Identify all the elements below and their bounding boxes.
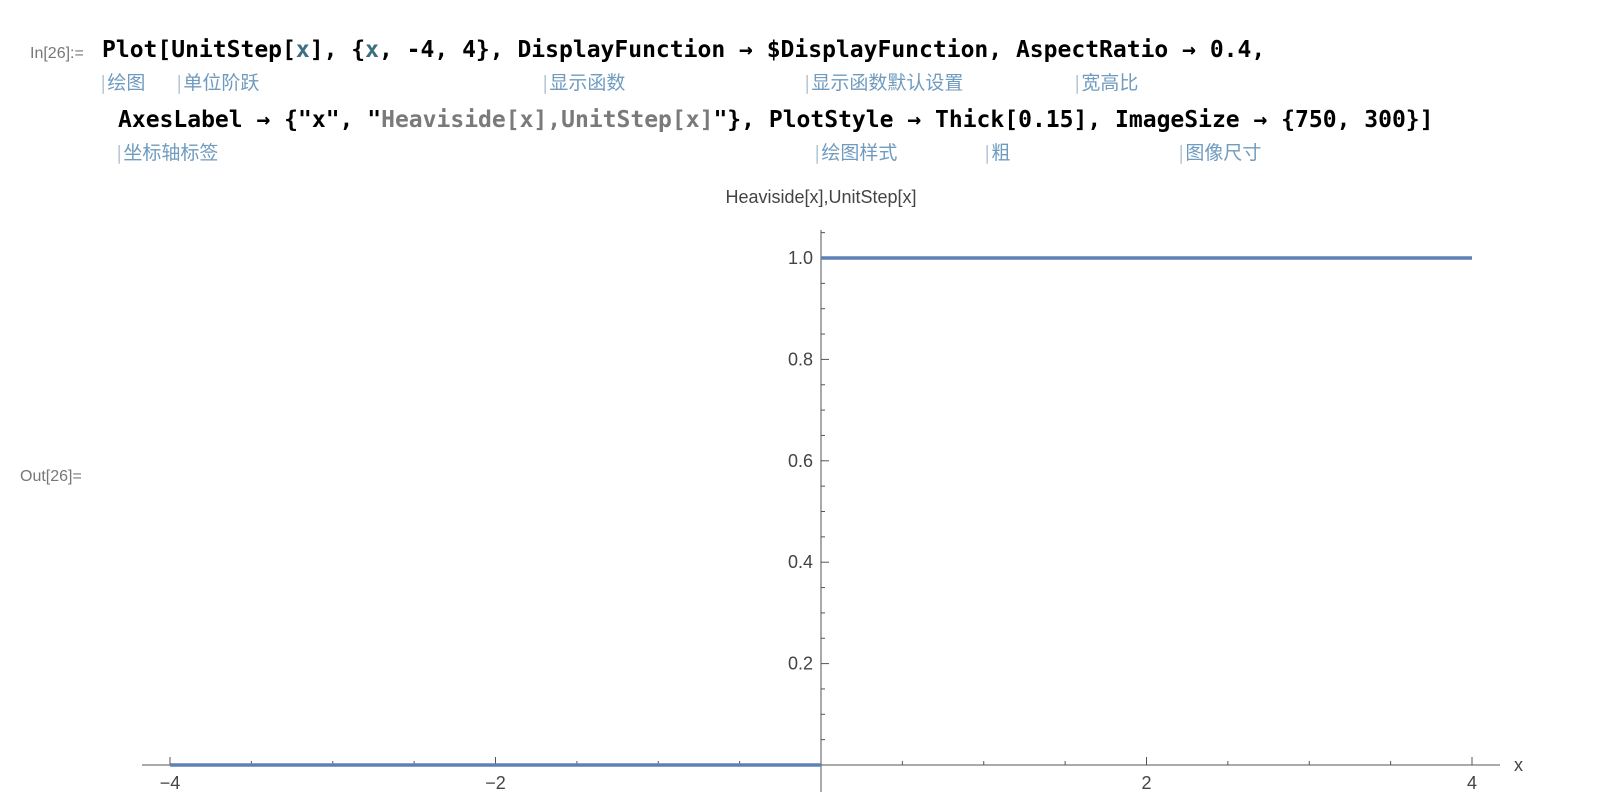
annotation-axeslabel: |坐标轴标签 — [116, 142, 219, 164]
annotation-unitstep: |单位阶跃 — [176, 72, 260, 94]
code-line-2-token-0: AxesLabel → {"x", " — [118, 107, 382, 133]
code-line-2-token-1: Heaviside[x],UnitStep[x] — [381, 107, 714, 133]
y-tick-label: 0.4 — [788, 552, 813, 572]
annotation-aspectratio: |宽高比 — [1074, 72, 1139, 94]
x-tick-label: 4 — [1467, 773, 1477, 793]
x-axis-label: x — [1514, 755, 1523, 775]
input-code-line-2[interactable]: AxesLabel → {"x", "Heaviside[x],UnitStep… — [118, 107, 1434, 133]
code-line-1-token-1: x — [295, 37, 310, 63]
y-tick-label: 1.0 — [788, 248, 813, 268]
x-tick-label: −4 — [160, 773, 181, 793]
input-code-line-1[interactable]: Plot[UnitStep[x], {x, -4, 4}, DisplayFun… — [102, 37, 1265, 63]
code-line-1-token-2: ], { — [309, 37, 366, 63]
annotation-displayfunction: |显示函数 — [542, 72, 626, 94]
annotation-imagesize: |图像尺寸 — [1178, 142, 1262, 164]
code-line-2-token-2: "}, PlotStyle → Thick[0.15], ImageSize →… — [713, 107, 1434, 133]
y-axis-label: Heaviside[x],UnitStep[x] — [725, 187, 916, 207]
output-cell-label: Out[26]= — [20, 468, 82, 485]
y-tick-label: 0.6 — [788, 451, 813, 471]
x-tick-label: 2 — [1141, 773, 1151, 793]
annotation-displayfunction-default: |显示函数默认设置 — [804, 72, 964, 94]
code-line-1-token-4: , -4, 4}, DisplayFunction → $DisplayFunc… — [378, 37, 1266, 63]
x-tick-label: −2 — [485, 773, 506, 793]
input-cell-label: In[26]:= — [30, 45, 84, 62]
annotation-plotstyle: |绘图样式 — [814, 142, 898, 164]
annotation-thick: |粗 — [984, 142, 1011, 164]
y-tick-label: 0.2 — [788, 654, 813, 674]
code-line-1-token-0: Plot[UnitStep[ — [102, 37, 296, 63]
annotation-plot: |绘图 — [100, 72, 146, 94]
code-line-1-token-3: x — [365, 37, 379, 63]
y-tick-label: 0.8 — [788, 349, 813, 369]
